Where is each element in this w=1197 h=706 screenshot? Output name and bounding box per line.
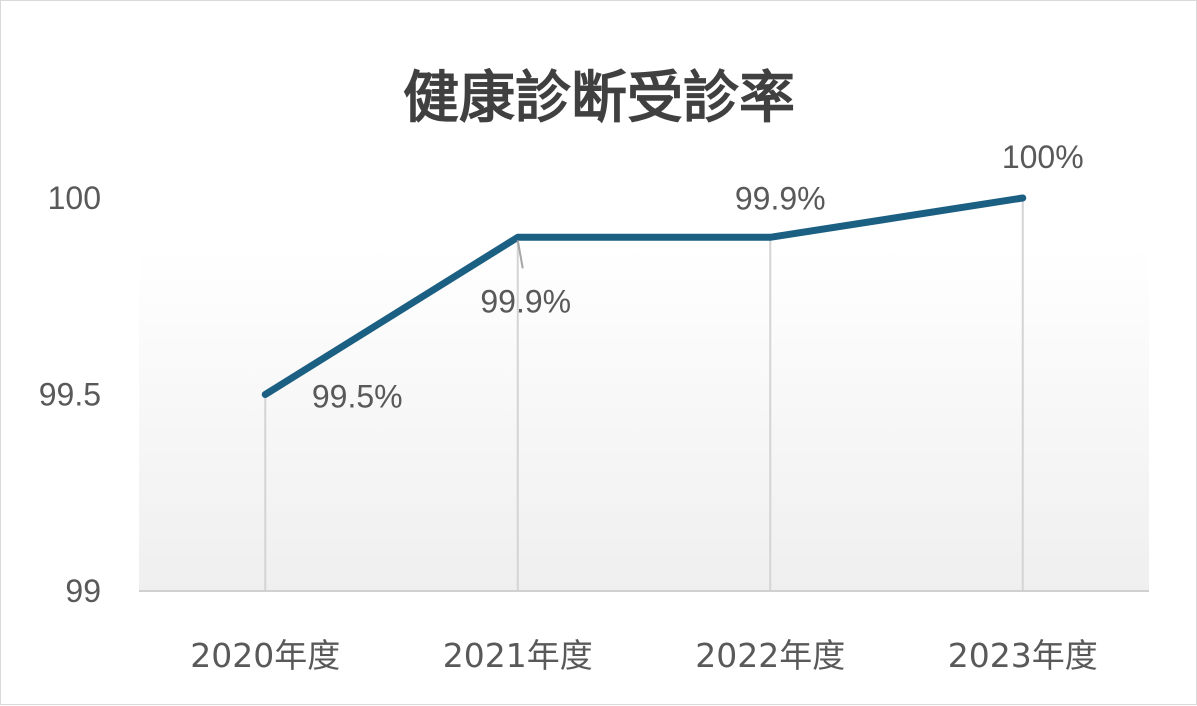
y-tick-label: 99.5 bbox=[39, 377, 101, 413]
chart-title: 健康診断受診率 bbox=[403, 66, 795, 131]
data-label: 100% bbox=[1002, 139, 1084, 175]
x-axis: 2020年度 2021年度 2022年度 2023年度 bbox=[190, 636, 1097, 675]
data-label: 99.5% bbox=[312, 379, 403, 415]
plot-area bbox=[139, 246, 1149, 591]
series bbox=[261, 194, 1027, 398]
y-tick-label: 99 bbox=[65, 573, 101, 609]
series-line bbox=[261, 194, 1027, 398]
x-tick-label: 2023年度 bbox=[948, 636, 1098, 675]
data-label: 99.9% bbox=[735, 180, 826, 216]
x-tick-label: 2021年度 bbox=[443, 636, 593, 675]
data-label: 99.9% bbox=[480, 283, 571, 319]
drop-lines bbox=[264, 198, 1024, 591]
y-axis: 99 99.5 100 bbox=[39, 180, 101, 609]
data-label-leader bbox=[516, 240, 524, 269]
x-tick-label: 2020年度 bbox=[190, 636, 340, 675]
data-labels: 99.5% 99.9% 99.9% 100% bbox=[312, 139, 1084, 415]
x-tick-label: 2022年度 bbox=[695, 636, 845, 675]
y-tick-label: 100 bbox=[48, 180, 101, 216]
